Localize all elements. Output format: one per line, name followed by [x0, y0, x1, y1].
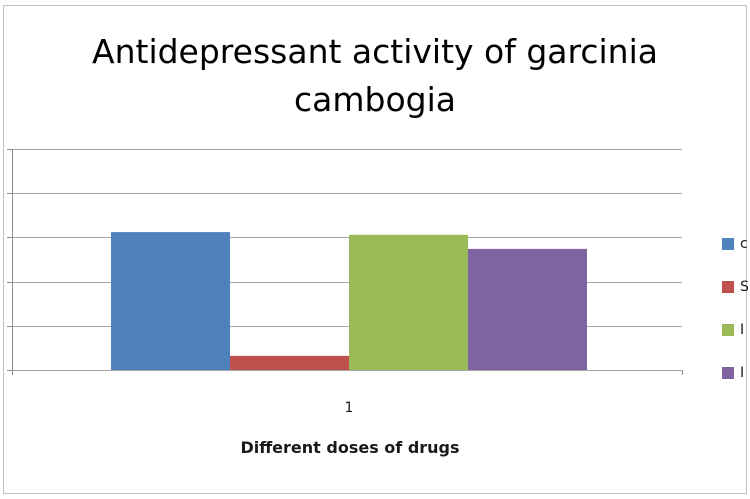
legend-label: I [740, 365, 745, 381]
chart-title-line-2: cambogia [294, 80, 456, 119]
legend-label: c [740, 236, 748, 252]
x-tick-label: 1 [345, 400, 354, 416]
bar-3 [349, 234, 468, 370]
legend-item: I [722, 322, 744, 338]
x-axis-label: Different doses of drugs [240, 438, 460, 457]
legend-swatch [722, 324, 734, 336]
legend-item: I [722, 365, 744, 381]
chart-title: Antidepressant activity of garcinia camb… [0, 28, 750, 124]
legend-swatch [722, 281, 734, 293]
bar-4 [468, 248, 587, 370]
legend-item: S [722, 279, 749, 295]
legend-label: I [740, 322, 745, 338]
bar-1 [111, 232, 230, 370]
legend-item: c [722, 236, 748, 252]
legend-label: S [740, 279, 749, 295]
bar-2 [230, 355, 349, 370]
chart-title-line-1: Antidepressant activity of garcinia [92, 32, 658, 71]
legend-swatch [722, 367, 734, 379]
legend-swatch [722, 238, 734, 250]
